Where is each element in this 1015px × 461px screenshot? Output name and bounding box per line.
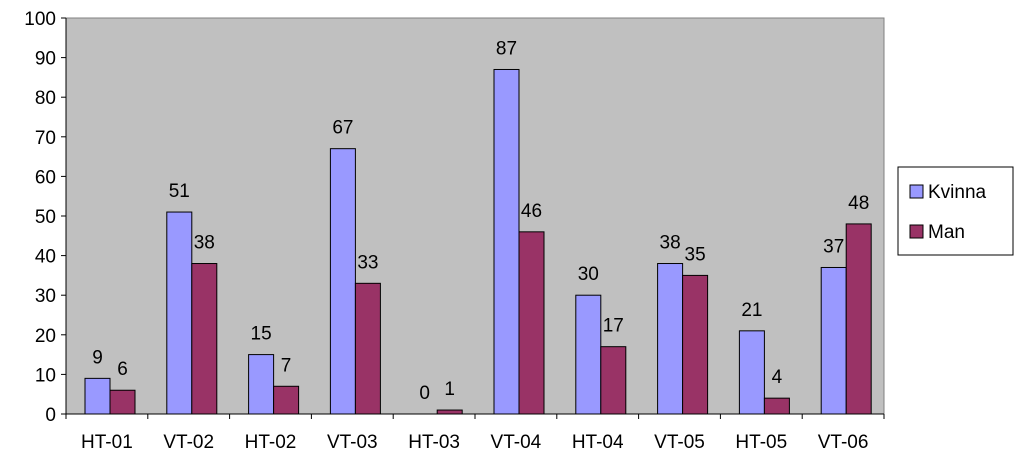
y-axis: 0 10 20 30 40 50 60 70 80 90 100	[24, 9, 67, 426]
y-tick-label: 40	[35, 247, 56, 268]
bar-kvinna-vt-02	[166, 211, 193, 415]
x-tick-label: HT-01	[81, 432, 133, 453]
y-tick-label: 10	[35, 365, 56, 386]
data-label: 21	[741, 300, 762, 321]
bar-kvinna-ht-01	[84, 377, 111, 415]
x-tick-label: VT-06	[818, 432, 869, 453]
y-tick-label: 0	[45, 405, 56, 426]
data-label: 51	[169, 181, 190, 202]
bar-man-vt-03	[354, 282, 381, 415]
data-label: 9	[92, 347, 103, 368]
data-label: 7	[281, 355, 292, 376]
data-label: 67	[332, 118, 353, 139]
bar-man-vt-02	[191, 263, 218, 415]
data-label: 46	[521, 201, 542, 222]
data-label: 0	[419, 383, 430, 404]
bar-kvinna-ht-05	[738, 330, 765, 415]
data-labels-group: 9 51 15 67 0 87 30 38 21 37 6 38 7 33 1 46 17 35 4 48	[92, 38, 869, 404]
x-tick-label: VT-03	[327, 432, 378, 453]
legend-label-kvinna: Kvinna	[928, 182, 987, 203]
data-label: 17	[603, 316, 624, 337]
x-tick-label: HT-02	[245, 432, 297, 453]
data-label: 6	[117, 359, 128, 380]
bar-man-ht-04	[600, 346, 627, 415]
bar-kvinna-vt-05	[657, 263, 684, 415]
bar-man-vt-05	[682, 274, 709, 415]
bar-man-ht-05	[763, 397, 790, 415]
bar-kvinna-vt-03	[329, 148, 356, 415]
data-label: 38	[194, 233, 215, 254]
y-tick-label: 30	[35, 286, 56, 307]
bar-kvinna-ht-02	[248, 354, 275, 415]
bar-kvinna-vt-06	[820, 266, 847, 415]
y-tick-label: 20	[35, 326, 56, 347]
data-label: 37	[823, 236, 844, 257]
y-tick-label: 60	[35, 167, 56, 188]
bar-man-vt-06	[845, 223, 872, 415]
legend-swatch-man	[909, 224, 924, 239]
data-label: 1	[444, 379, 455, 400]
data-label: 4	[772, 367, 783, 388]
y-tick-label: 50	[35, 207, 56, 228]
y-tick-label: 70	[35, 128, 56, 149]
y-tick-label: 90	[35, 49, 56, 70]
y-tick-label: 100	[24, 9, 56, 30]
data-label: 87	[496, 38, 517, 59]
x-tick-label: VT-05	[654, 432, 705, 453]
bar-kvinna-vt-04	[493, 68, 520, 415]
bar-kvinna-ht-04	[575, 294, 602, 415]
legend-box	[897, 166, 1014, 256]
data-label: 15	[251, 324, 272, 345]
x-tick-label: HT-03	[408, 432, 460, 453]
y-tick-label: 80	[35, 88, 56, 109]
bar-man-ht-03	[436, 409, 463, 415]
legend-swatch-kvinna	[909, 184, 924, 199]
x-tick-label: VT-02	[163, 432, 214, 453]
data-label: 33	[357, 252, 378, 273]
x-axis: HT-01 VT-02 HT-02 VT-03 HT-03 VT-04 HT-04 VT-05…	[65, 413, 885, 453]
data-label: 48	[848, 193, 869, 214]
bars-group	[84, 68, 872, 415]
data-label: 38	[660, 233, 681, 254]
legend-label-man: Man	[928, 222, 965, 243]
data-label: 35	[685, 244, 706, 265]
x-tick-label: HT-05	[735, 432, 787, 453]
bar-man-vt-04	[518, 231, 545, 415]
x-tick-label: VT-04	[491, 432, 542, 453]
data-label: 30	[578, 264, 599, 285]
bar-man-ht-01	[109, 389, 136, 415]
x-tick-label: HT-04	[572, 432, 624, 453]
bar-man-ht-02	[273, 385, 300, 415]
legend: Kvinna Man	[897, 166, 1014, 256]
